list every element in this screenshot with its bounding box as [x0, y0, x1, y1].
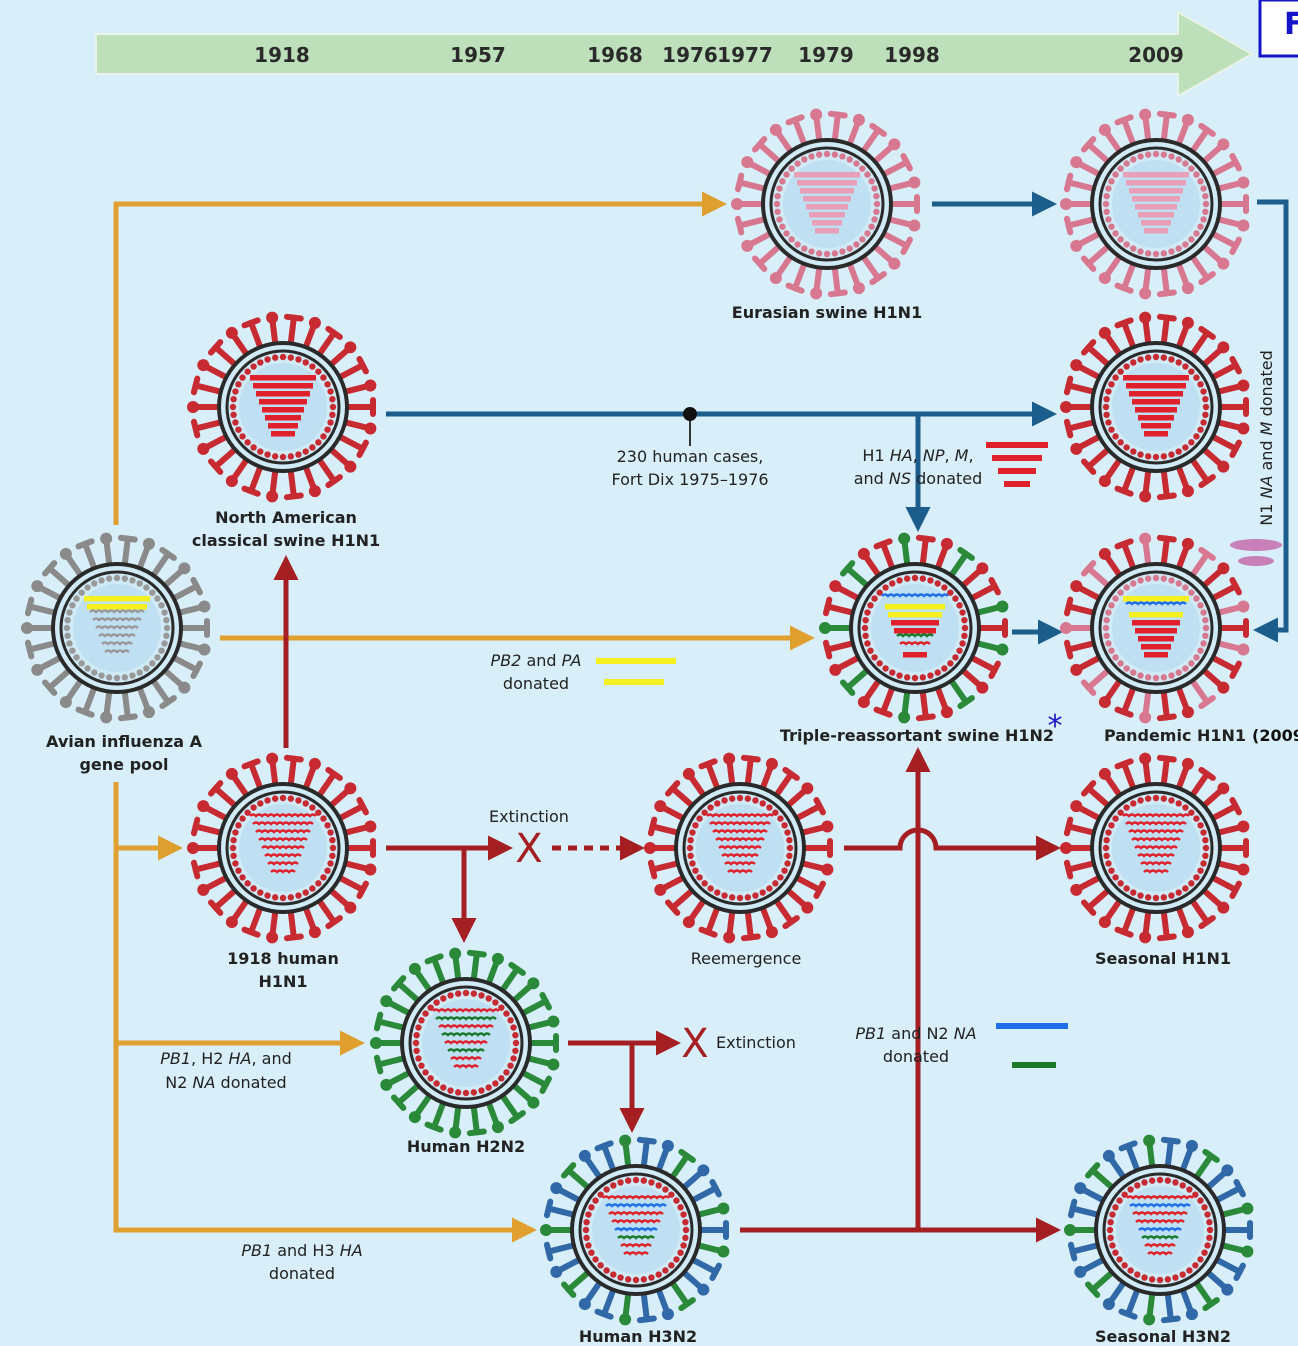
virus-1918-human — [187, 752, 377, 944]
virus-layer — [21, 108, 1254, 1326]
asterisk-mark: * — [1048, 709, 1063, 744]
label-na-classical-swine-2: classical swine H1N1 — [192, 531, 380, 550]
annotation-pb1-h2-2: N2 NA donated — [165, 1073, 286, 1092]
segment-mark-green — [1012, 1062, 1056, 1068]
timeline-arrow — [95, 10, 1255, 98]
label-na-classical-swine-1: North American — [215, 508, 357, 527]
segment-marks-pink — [1230, 539, 1282, 566]
year-label: 1998 — [884, 43, 940, 67]
virus-avian-pool — [21, 532, 211, 724]
label-1918-human-1: 1918 human — [227, 949, 339, 968]
extinction-x-mark: X — [515, 826, 542, 872]
label-pandemic-year: (2009) — [1252, 726, 1298, 745]
annotation-n1-na-m: N1 NA and M donated — [1257, 350, 1276, 526]
year-label: 1968 — [587, 43, 643, 67]
label-human-h3n2: Human H3N2 — [579, 1327, 697, 1346]
label-pandemic-name: Pandemic H1N1 — [1104, 726, 1246, 745]
avian-connectors — [113, 191, 815, 1243]
virus-na-classical-swine — [187, 311, 377, 503]
year-label: 1979 — [798, 43, 854, 67]
year-label: 1976 — [662, 43, 718, 67]
fort-dix-dot — [683, 407, 697, 421]
virus-human-h3n2 — [540, 1134, 730, 1326]
label-reemergence: Reemergence — [691, 949, 802, 968]
label-triple-reassortant: Triple-reassortant swine H1N2 — [780, 726, 1054, 745]
label-avian-pool-1: Avian influenza A — [46, 732, 203, 751]
annotation-fort-dix-1: 230 human cases, — [617, 447, 764, 466]
annotation-pb1-h2-1: PB1, H2 HA, and — [160, 1049, 292, 1068]
virus-triple-reassortant — [819, 532, 1009, 724]
year-label: 2009 — [1128, 43, 1184, 67]
annotation-h1-ha-2: and NS donated — [854, 469, 983, 488]
annotation-pb1-n2-2: donated — [883, 1047, 949, 1066]
annotation-extinction-2: Extinction — [716, 1033, 796, 1052]
virus-reemergence — [644, 752, 834, 944]
virus-pandemic-h1n1 — [1060, 532, 1250, 724]
human-connectors — [273, 555, 1061, 1243]
annotation-pb2-pa-1: PB2 and PA — [491, 651, 582, 670]
virus-eurasian-swine — [731, 108, 921, 300]
annotation-pb1-h3-2: donated — [269, 1264, 335, 1283]
label-seasonal-h1n1: Seasonal H1N1 — [1095, 949, 1231, 968]
label-eurasian-swine: Eurasian swine H1N1 — [732, 303, 922, 322]
annotation-extinction-1: Extinction — [489, 807, 569, 826]
label-1918-human-2: H1N1 — [258, 972, 307, 991]
annotation-pb1-h3-1: PB1 and H3 HA — [241, 1241, 362, 1260]
segment-marks-red — [986, 442, 1048, 487]
swine-connectors — [386, 191, 1289, 645]
annotation-fort-dix-2: Fort Dix 1975–1976 — [611, 470, 768, 489]
segment-mark-blue — [996, 1023, 1068, 1029]
annotation-h1-ha-1: H1 HA, NP, M, — [862, 446, 973, 465]
label-pandemic: Pandemic H1N1 (2009) — [1104, 726, 1298, 745]
annotation-pb1-n2-1: PB1 and N2 NA — [855, 1024, 976, 1043]
corner-letter: F — [1284, 7, 1298, 42]
year-label: 1918 — [254, 43, 310, 67]
virus-pandemic-pink — [1060, 108, 1250, 300]
label-seasonal-h3n2: Seasonal H3N2 — [1095, 1327, 1231, 1346]
annotation-pb2-pa-2: donated — [503, 674, 569, 693]
year-label: 1977 — [717, 43, 773, 67]
label-human-h2n2: Human H2N2 — [407, 1137, 525, 1156]
virus-swine-red-2009 — [1060, 311, 1250, 503]
virus-seasonal-h1n1 — [1060, 752, 1250, 944]
virus-human-h2n2 — [370, 947, 560, 1139]
year-label: 1957 — [450, 43, 506, 67]
extinction-x-mark: X — [681, 1021, 708, 1067]
segment-marks-yellow — [596, 658, 676, 685]
virus-seasonal-h3n2 — [1064, 1134, 1254, 1326]
corner-box — [1258, 0, 1298, 58]
label-avian-pool-2: gene pool — [79, 755, 168, 774]
